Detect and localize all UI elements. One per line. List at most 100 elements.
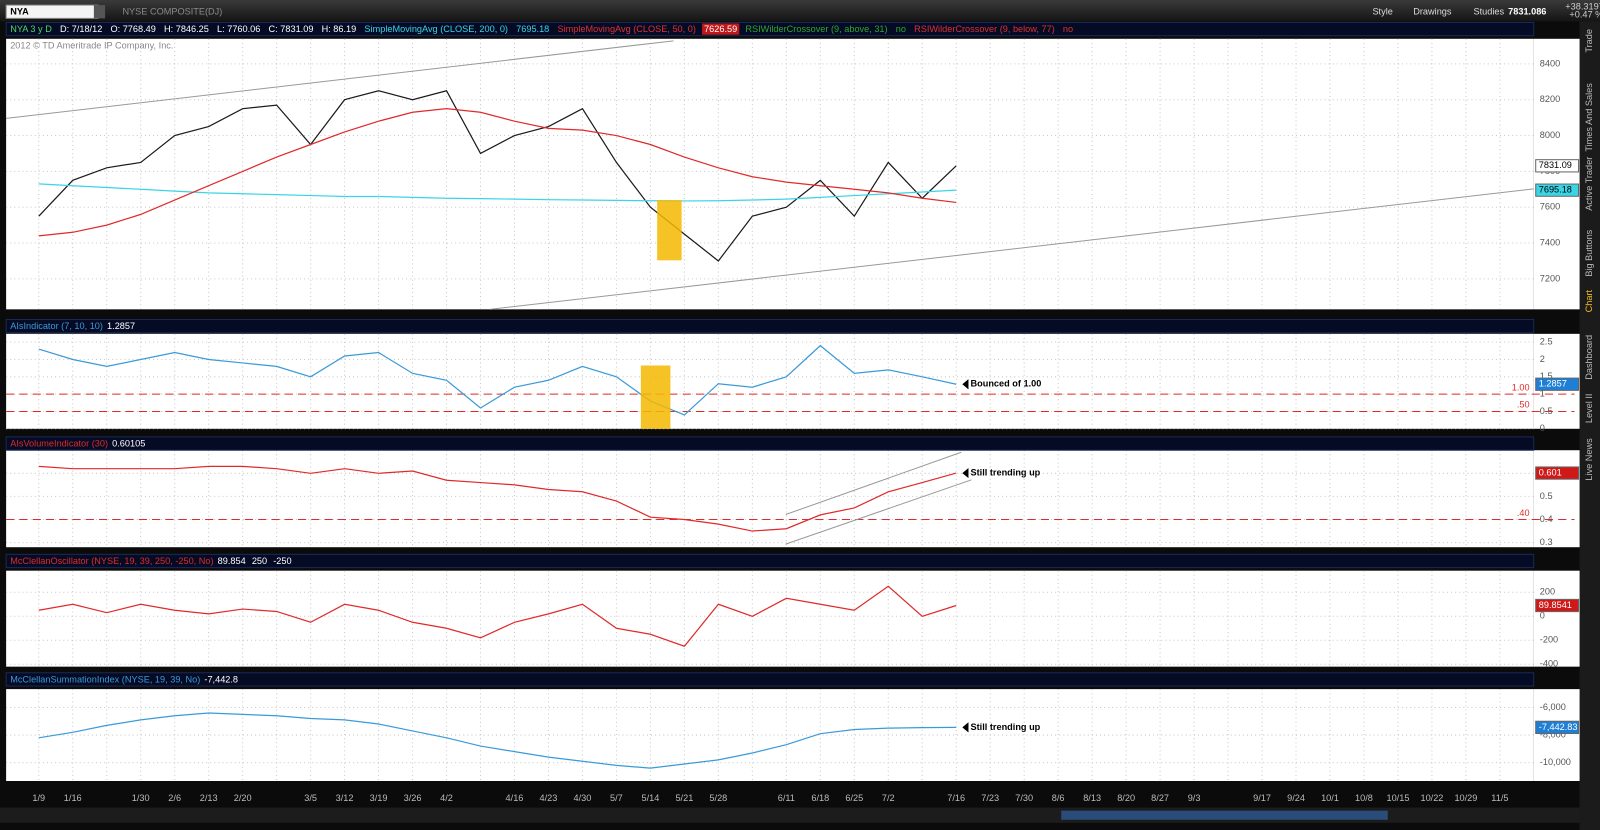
- x-tick-label: 5/28: [709, 793, 727, 803]
- axis-area: [1533, 689, 1580, 781]
- last-value-label: -7,442.83: [1539, 722, 1578, 732]
- y-tick-label: 7600: [1540, 202, 1560, 212]
- trend-line: [785, 479, 972, 545]
- side-tab[interactable]: Live News: [1584, 438, 1594, 481]
- drawings-button[interactable]: Drawings: [1413, 7, 1452, 17]
- x-tick-label: 8/20: [1117, 793, 1135, 803]
- y-tick-label: 8000: [1540, 130, 1560, 140]
- y-tick-label: -6,000: [1540, 702, 1566, 712]
- annotation-arrow: [962, 722, 969, 733]
- symbol-description: NYSE COMPOSITE(DJ): [122, 7, 222, 17]
- price-change-pct: +0.47 %: [1569, 10, 1600, 20]
- y-tick-label: 7400: [1540, 237, 1560, 247]
- header-item: H: 86.19: [322, 24, 357, 34]
- study-title: McClellanOscillator (NYSE, 19, 39, 250, …: [10, 556, 213, 566]
- reference-label: .40: [1517, 508, 1530, 518]
- y-tick-label: -10,000: [1540, 757, 1571, 767]
- header-item: L: 7760.06: [217, 24, 260, 34]
- x-tick-label: 5/14: [641, 793, 659, 803]
- annotation: Still trending up: [971, 467, 1041, 477]
- x-tick-label: 7/30: [1015, 793, 1033, 803]
- reference-label: .50: [1517, 400, 1530, 410]
- x-tick-label: 5/21: [675, 793, 693, 803]
- x-tick-label: 3/5: [304, 793, 317, 803]
- x-tick-label: 4/16: [506, 793, 524, 803]
- header-item: NYA 3 y D: [10, 24, 52, 34]
- last-value-label: 1.2857: [1539, 379, 1567, 389]
- side-panel: [1579, 21, 1600, 830]
- x-tick-label: 10/29: [1454, 793, 1477, 803]
- trend-line: [6, 40, 674, 119]
- header-item: RSIWilderCrossover (9, below, 77): [914, 24, 1055, 34]
- header-item: no: [896, 24, 906, 34]
- x-tick-label: 7/23: [981, 793, 999, 803]
- study-value: 1.2857: [107, 321, 135, 331]
- y-tick-label: 7200: [1540, 273, 1560, 283]
- annotation: Bounced of 1.00: [971, 379, 1042, 389]
- axis-area: [1533, 38, 1580, 310]
- toolbar: [0, 0, 1600, 22]
- scrollbar[interactable]: [1061, 810, 1388, 820]
- x-tick-label: 3/19: [370, 793, 388, 803]
- style-button[interactable]: Style: [1372, 7, 1392, 17]
- side-tab[interactable]: Times And Sales: [1584, 83, 1594, 152]
- header-item: C: 7831.09: [269, 24, 314, 34]
- plot-area: [6, 450, 1534, 548]
- x-tick-label: 10/8: [1355, 793, 1373, 803]
- x-tick-label: 3/12: [336, 793, 354, 803]
- y-tick-label: 2: [1540, 354, 1545, 364]
- axis-area: [1533, 570, 1580, 667]
- x-tick-label: 2/6: [168, 793, 181, 803]
- symbol-dropdown[interactable]: [93, 5, 106, 19]
- x-tick-label: 10/22: [1420, 793, 1443, 803]
- study-value: 0.60105: [112, 439, 145, 449]
- x-tick-label: 9/3: [1188, 793, 1201, 803]
- study-param: 250: [252, 556, 267, 566]
- x-tick-label: 7/16: [947, 793, 965, 803]
- y-tick-label: 0.3: [1540, 537, 1553, 547]
- x-tick-label: 4/23: [540, 793, 558, 803]
- x-tick-label: 10/1: [1321, 793, 1339, 803]
- side-tab[interactable]: Big Buttons: [1584, 229, 1594, 276]
- study-title: AIsVolumeIndicator (30): [10, 439, 108, 449]
- studies-button[interactable]: Studies: [1473, 7, 1504, 17]
- header-item: 7695.18: [516, 24, 549, 34]
- x-tick-label: 4/2: [440, 793, 453, 803]
- series-line: [38, 90, 957, 262]
- axis-area: [1533, 450, 1580, 548]
- x-tick-label: 2/20: [234, 793, 252, 803]
- study-value: 89.854: [218, 556, 246, 566]
- annotation: Still trending up: [971, 722, 1041, 732]
- series-line: [38, 465, 957, 532]
- y-tick-label: 1.5: [1540, 371, 1553, 381]
- side-tab[interactable]: Chart: [1584, 290, 1594, 313]
- header-item: O: 7768.49: [110, 24, 155, 34]
- y-tick-label: 1: [1540, 389, 1545, 399]
- y-tick-label: 0.5: [1540, 491, 1553, 501]
- side-tab[interactable]: Active Trader: [1584, 157, 1594, 211]
- plot-area: [6, 570, 1534, 667]
- study-bar: [5, 436, 1535, 451]
- x-tick-label: 1/16: [64, 793, 82, 803]
- side-tab[interactable]: Dashboard: [1584, 335, 1594, 380]
- side-tab[interactable]: Trade: [1584, 29, 1594, 53]
- x-tick-label: 3/26: [404, 793, 422, 803]
- study-bar: [5, 21, 1535, 37]
- side-tab[interactable]: Level II: [1584, 394, 1594, 424]
- last-value-label: 7831.09: [1539, 160, 1572, 170]
- x-tick-label: 10/15: [1386, 793, 1409, 803]
- series-line: [38, 344, 957, 416]
- highlight: [640, 365, 671, 429]
- last-value-box: [1535, 159, 1580, 173]
- x-tick-label: 9/24: [1287, 793, 1305, 803]
- header-item-bg: [702, 23, 740, 35]
- study-value: -7,442.8: [204, 674, 238, 684]
- study-bar: [5, 553, 1535, 569]
- x-tick-label: 6/25: [845, 793, 863, 803]
- x-tick-label: 6/11: [778, 793, 795, 803]
- last-value-box: [1535, 377, 1580, 391]
- last-value-box: [1535, 466, 1580, 480]
- header-item: H: 7846.25: [164, 24, 209, 34]
